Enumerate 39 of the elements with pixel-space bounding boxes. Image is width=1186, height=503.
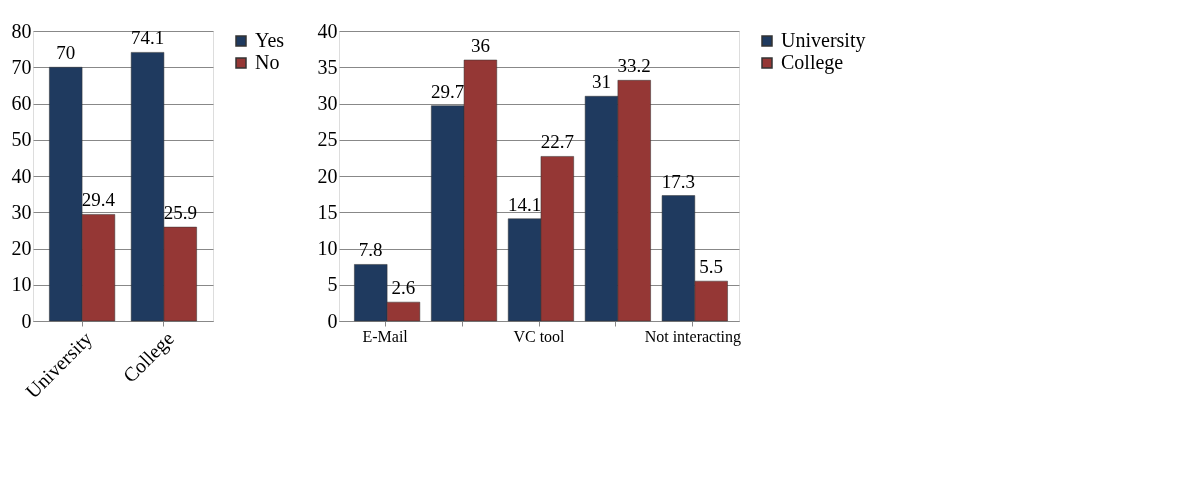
y-tick-label: 30 xyxy=(11,200,32,223)
data-label: 29.4 xyxy=(81,189,116,211)
y-tick-label: 10 xyxy=(11,273,32,296)
data-label: 74.1 xyxy=(130,27,165,49)
x-tick-label: VC tool xyxy=(513,327,566,345)
y-tick-label: 0 xyxy=(327,309,338,332)
data-label: 22.7 xyxy=(540,131,574,153)
y-tick-label: 25 xyxy=(317,128,338,151)
y-tick-label: 40 xyxy=(11,164,32,187)
data-label: 2.6 xyxy=(391,277,416,299)
y-tick-label: 80 xyxy=(11,19,32,42)
y-tick-label: 40 xyxy=(317,19,338,42)
y-tick-label: 15 xyxy=(317,200,338,223)
legend-label: Yes xyxy=(255,29,285,51)
y-tick-label: 30 xyxy=(317,92,338,114)
data-label: 36 xyxy=(470,35,490,56)
y-tick-label: 20 xyxy=(317,164,338,187)
data-label: 7.8 xyxy=(358,239,383,261)
data-label: 25.9 xyxy=(163,202,197,224)
legend-label: College xyxy=(781,51,844,74)
data-label: 17.3 xyxy=(661,170,696,192)
y-tick-label: 0 xyxy=(21,309,32,332)
data-label: 70 xyxy=(56,42,76,64)
data-label: 33.2 xyxy=(617,55,651,77)
y-tick-label: 20 xyxy=(11,237,32,259)
y-tick-label: 60 xyxy=(11,92,32,114)
y-tick-label: 5 xyxy=(327,273,338,296)
y-tick-label: 10 xyxy=(317,237,338,259)
data-label: 14.1 xyxy=(507,193,542,215)
data-label: 31 xyxy=(592,71,612,93)
y-tick-label: 70 xyxy=(11,55,32,78)
legend-label: No xyxy=(255,51,280,73)
x-tick-label: Not interacting xyxy=(644,327,742,346)
y-tick-label: 35 xyxy=(317,55,338,78)
data-label: 5.5 xyxy=(699,256,724,278)
legend-label: University xyxy=(781,29,866,52)
x-tick-label: E-Mail xyxy=(362,327,409,345)
y-tick-label: 50 xyxy=(11,128,32,151)
data-label: 29.7 xyxy=(431,80,465,102)
